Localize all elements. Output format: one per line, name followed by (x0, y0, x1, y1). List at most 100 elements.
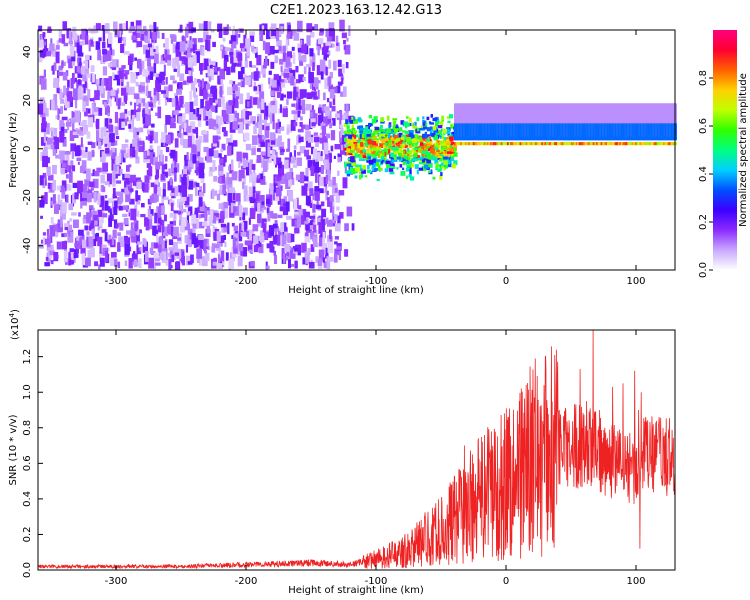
heatmap-cell (569, 123, 573, 141)
heatmap-cell (198, 23, 205, 31)
heatmap-cell (129, 198, 135, 205)
heatmap-cell (184, 57, 191, 65)
heatmap-cell (511, 142, 515, 146)
heatmap-cell (376, 127, 382, 133)
heatmap-cell (192, 113, 198, 120)
heatmap-cell (136, 25, 142, 33)
heatmap-cell (384, 151, 387, 156)
heatmap-cell (403, 159, 407, 162)
heatmap-cell (231, 171, 238, 181)
heatmap-cell (69, 130, 75, 142)
heatmap-cell (482, 103, 486, 137)
heatmap-cell (317, 258, 323, 267)
heatmap-cell (167, 181, 173, 191)
heatmap-cell (439, 154, 442, 157)
heatmap-cell (156, 205, 159, 213)
heatmap-cell (414, 158, 419, 162)
heatmap-cell (102, 49, 107, 55)
heatmap-cell (42, 155, 49, 168)
heatmap-cell (472, 103, 476, 137)
heatmap-cell (435, 166, 438, 171)
heatmap-cell (390, 152, 394, 158)
heatmap-cell (663, 103, 667, 137)
heatmap-cell (92, 73, 95, 83)
heatmap-cell (233, 233, 239, 239)
heatmap-cell (81, 150, 88, 158)
heatmap-cell (195, 139, 201, 146)
heatmap-cell (443, 153, 448, 156)
heatmap-cell (338, 189, 345, 196)
heatmap-cell (345, 104, 349, 113)
heatmap-cell (388, 149, 391, 154)
heatmap-cell (333, 253, 338, 263)
snr-x-label: Height of straight line (km) (288, 585, 424, 596)
heatmap-cell (329, 153, 332, 163)
heatmap-cell (179, 174, 182, 183)
heatmap-cell (125, 192, 131, 203)
heatmap-cell (181, 35, 185, 47)
heatmap-cell (84, 96, 89, 107)
heatmap-cell (253, 71, 259, 81)
heatmap-cell (46, 137, 53, 145)
heatmap-cell (616, 142, 620, 146)
heatmap-cell (195, 140, 201, 152)
heatmap-cell (84, 179, 91, 187)
heatmap-cell (305, 167, 309, 177)
heatmap-cell (79, 131, 84, 136)
heatmap-cell (525, 142, 529, 146)
heatmap-cell (319, 133, 326, 144)
heatmap-cell (233, 240, 239, 249)
heatmap-cell (50, 38, 53, 44)
heatmap-cell (179, 56, 186, 61)
heatmap-cell (326, 261, 331, 270)
heatmap-cell (413, 147, 418, 151)
heatmap-cell (314, 136, 320, 143)
heatmap-cell (435, 132, 440, 138)
heatmap-cell (649, 123, 652, 141)
heatmap-cell (108, 76, 113, 88)
heatmap-cell (253, 97, 259, 105)
heatmap-cell (136, 244, 139, 255)
heatmap-cell (426, 159, 430, 164)
heatmap-cell (610, 103, 613, 137)
heatmap-cell (278, 168, 282, 177)
heatmap-cell (247, 101, 250, 108)
heatmap-cell (578, 103, 582, 137)
heatmap-cell (392, 140, 397, 145)
snr-y-label: SNR (10 * v/v) (8, 414, 19, 485)
heatmap-cell (636, 103, 640, 137)
heatmap-cell (309, 188, 314, 197)
heatmap-cell (211, 188, 215, 199)
heatmap-cell (233, 51, 238, 63)
heatmap-cell (291, 103, 296, 107)
heatmap-cell (98, 195, 105, 201)
heatmap-cell (71, 117, 76, 124)
heatmap-cell (496, 142, 500, 146)
heatmap-cell (325, 28, 330, 38)
heatmap-cell (335, 192, 341, 203)
heatmap-cell (401, 138, 406, 144)
heatmap-cell (650, 142, 654, 146)
heatmap-cell (101, 151, 107, 159)
heatmap-cell (249, 61, 252, 68)
heatmap-cell (430, 169, 433, 173)
heatmap-cell (121, 188, 127, 193)
heatmap-cell (115, 155, 120, 165)
heatmap-cell (124, 260, 128, 266)
heatmap-cell (202, 107, 207, 120)
heatmap-cell (446, 162, 450, 165)
heatmap-cell (58, 88, 62, 95)
heatmap-cell (261, 23, 268, 31)
heatmap-cell (356, 147, 360, 150)
snr-plot-area (38, 330, 675, 570)
heatmap-cell (278, 141, 285, 150)
heatmap-cell (218, 218, 223, 223)
heatmap-cell (485, 123, 489, 141)
heatmap-cell (560, 123, 564, 141)
heatmap-cell (547, 103, 551, 137)
heatmap-cell (472, 123, 476, 141)
heatmap-cell (204, 209, 208, 222)
heatmap-cell (588, 142, 592, 146)
heatmap-cell (70, 45, 75, 57)
heatmap-cell (81, 253, 86, 266)
